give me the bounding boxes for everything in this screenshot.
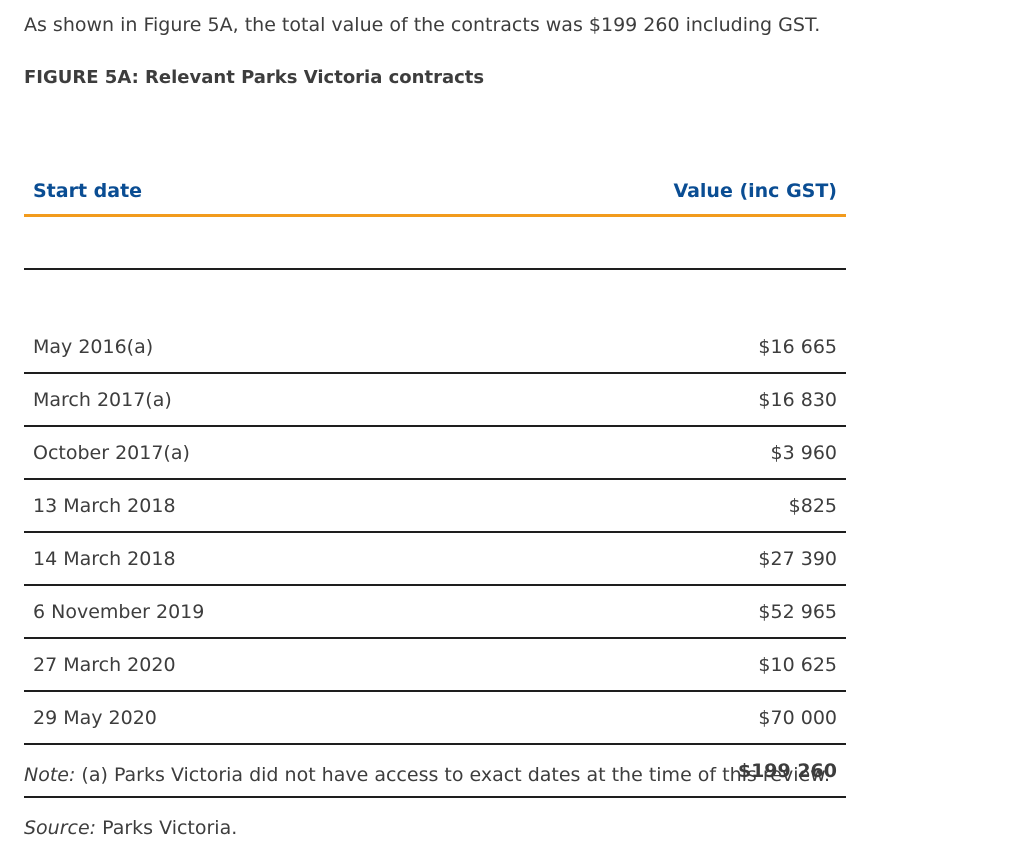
row-value: $16 830 xyxy=(443,373,846,427)
table-row: March 2017(a) $16 830 xyxy=(24,373,846,427)
table-row: May 2016(a) $16 665 xyxy=(24,321,846,374)
source-label: Source: xyxy=(24,817,97,839)
header-gap xyxy=(24,269,846,321)
table-note: Note: (a) Parks Victoria did not have ac… xyxy=(24,760,830,790)
row-date: 27 March 2020 xyxy=(24,638,444,692)
header-double-rule xyxy=(24,215,846,270)
table-row: 27 March 2020 $10 625 xyxy=(24,638,846,692)
intro-paragraph: As shown in Figure 5A, the total value o… xyxy=(24,14,821,36)
row-date: 29 May 2020 xyxy=(24,691,444,745)
total-label xyxy=(24,744,444,798)
row-value: $52 965 xyxy=(443,585,846,639)
figure-title: FIGURE 5A: Relevant Parks Victoria contr… xyxy=(24,67,485,88)
row-date: October 2017(a) xyxy=(24,426,444,480)
row-value: $10 625 xyxy=(443,638,846,692)
table-row: October 2017(a) $3 960 xyxy=(24,426,846,480)
header-value: Value (inc GST) xyxy=(443,168,846,217)
row-value: $3 960 xyxy=(443,426,846,480)
row-date: 13 March 2018 xyxy=(24,479,444,533)
header-start-date: Start date xyxy=(24,168,444,217)
table-row: 6 November 2019 $52 965 xyxy=(24,585,846,639)
row-value: $70 000 xyxy=(443,691,846,745)
total-value: $199 260 xyxy=(443,744,846,798)
row-date: 6 November 2019 xyxy=(24,585,444,639)
row-date: March 2017(a) xyxy=(24,373,444,427)
row-value: $16 665 xyxy=(443,321,846,374)
note-text: (a) Parks Victoria did not have access t… xyxy=(75,764,830,786)
table-source: Source: Parks Victoria. xyxy=(24,813,237,843)
row-date: May 2016(a) xyxy=(24,321,444,374)
contracts-table: Start date Value (inc GST) May 2016(a) $… xyxy=(24,168,846,798)
row-value: $825 xyxy=(443,479,846,533)
table-row: 13 March 2018 $825 xyxy=(24,479,846,533)
total-row: $199 260 xyxy=(24,744,846,798)
table-row: 14 March 2018 $27 390 xyxy=(24,532,846,586)
row-date: 14 March 2018 xyxy=(24,532,444,586)
source-text: Parks Victoria. xyxy=(96,817,238,839)
table-row: 29 May 2020 $70 000 xyxy=(24,691,846,745)
row-value: $27 390 xyxy=(443,532,846,586)
table-header-row: Start date Value (inc GST) xyxy=(24,168,846,217)
note-label: Note: xyxy=(24,764,76,786)
